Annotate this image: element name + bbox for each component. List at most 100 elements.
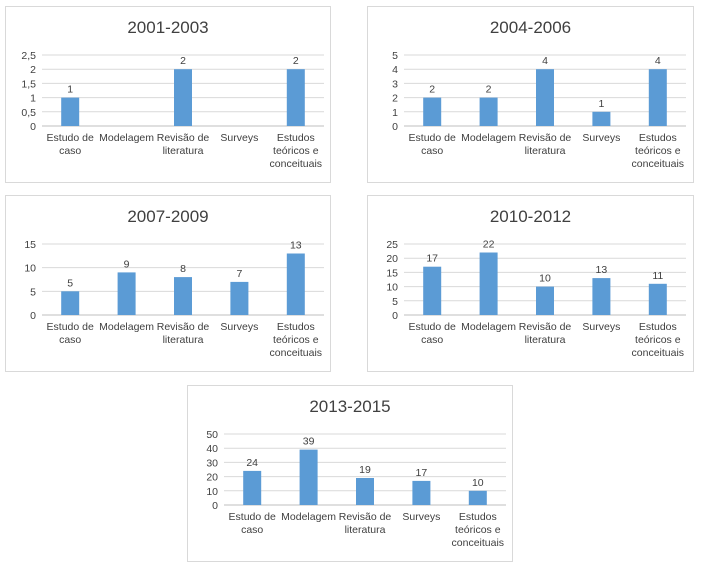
category-label-line: Modelagem <box>461 132 516 144</box>
bar <box>356 478 374 505</box>
bar <box>61 97 80 126</box>
category-label: Estudos teóricos e conceituais <box>270 321 323 359</box>
data-label: 2 <box>429 84 435 96</box>
category-label-line: literatura <box>163 334 204 346</box>
data-label: 39 <box>303 436 315 448</box>
category-label-line: Modelagem <box>281 511 336 523</box>
y-tick-label: 5 <box>392 50 398 62</box>
category-label: Estudos teóricos e conceituais <box>632 132 685 170</box>
bar-chart: 2007-2009 0 5 10 15 5 Estudo de caso 9 Modelagem 8… <box>24 207 324 359</box>
category-label: Estudo de caso <box>409 132 456 157</box>
bar-chart: 2001-2003 0 0,5 1 1,5 2 2,5 1 Estudo de caso Model… <box>21 18 324 170</box>
category-label-line: Estudos <box>277 321 315 333</box>
chart-panel-2010-2012: 2010-2012 0 5 10 15 20 25 17 Estudo de caso 22 Mode… <box>367 195 694 372</box>
y-tick-label: 0 <box>30 121 36 133</box>
category-label: Modelagem <box>281 511 336 523</box>
bar <box>286 253 305 315</box>
bar <box>174 277 192 315</box>
category-label-line: Estudos <box>639 321 677 333</box>
category-label-line: Estudos <box>277 132 315 144</box>
category-label-line: Surveys <box>220 132 258 144</box>
y-tick-label: 0 <box>30 310 36 322</box>
category-label: Revisão de literatura <box>157 132 210 157</box>
bar <box>299 449 318 505</box>
data-label: 22 <box>483 239 495 251</box>
y-tick-label: 30 <box>206 457 218 469</box>
bar <box>230 281 249 315</box>
category-label-line: Revisão de <box>157 321 210 333</box>
bar <box>648 283 667 315</box>
data-label: 19 <box>359 464 371 476</box>
chart-panel-2001-2003: 2001-2003 0 0,5 1 1,5 2 2,5 1 Estudo de caso Model… <box>5 6 331 183</box>
category-label-line: Surveys <box>582 132 620 144</box>
chart-panel-2004-2006: 2004-2006 0 1 2 3 4 5 2 Estudo de caso 2 Modelagem 4… <box>367 6 694 183</box>
bar <box>536 286 554 315</box>
bar <box>648 69 667 126</box>
category-label-line: Revisão de <box>157 132 210 144</box>
data-label: 4 <box>655 55 661 67</box>
category-label: Estudo de caso <box>229 511 276 536</box>
category-label: Modelagem <box>461 132 516 144</box>
category-label-line: Modelagem <box>99 132 154 144</box>
y-tick-label: 20 <box>206 472 218 484</box>
bar <box>479 97 498 126</box>
y-tick-label: 1 <box>392 107 398 119</box>
category-label-line: conceituais <box>452 537 505 549</box>
category-label-line: Estudos <box>459 511 497 523</box>
category-label-line: literatura <box>525 145 566 157</box>
data-label: 11 <box>652 270 663 282</box>
data-label: 13 <box>596 264 608 276</box>
category-label-line: conceituais <box>270 347 323 359</box>
bar-chart: 2004-2006 0 1 2 3 4 5 2 Estudo de caso 2 Modelagem 4… <box>392 18 686 170</box>
y-tick-label: 5 <box>392 296 398 308</box>
data-label: 2 <box>180 55 186 67</box>
category-label-line: teóricos e <box>635 334 681 346</box>
data-label: 2 <box>293 55 299 67</box>
y-tick-label: 3 <box>392 78 398 90</box>
category-label: Modelagem <box>99 321 154 333</box>
category-label-line: Modelagem <box>99 321 154 333</box>
y-tick-label: 50 <box>206 429 218 441</box>
bar <box>423 97 442 126</box>
data-label: 8 <box>180 263 186 275</box>
category-label-line: literatura <box>525 334 566 346</box>
y-tick-label: 10 <box>24 263 36 275</box>
category-label: Surveys <box>582 132 620 144</box>
data-label: 1 <box>67 84 73 96</box>
category-label: Surveys <box>220 132 258 144</box>
category-label: Estudo de caso <box>47 132 94 157</box>
category-label: Estudos teóricos e conceituais <box>452 511 505 549</box>
chart-title: 2010-2012 <box>490 207 571 226</box>
category-label: Estudos teóricos e conceituais <box>270 132 323 170</box>
bar <box>536 69 554 126</box>
category-label-line: Estudo de <box>409 321 456 333</box>
category-label-line: literatura <box>163 145 204 157</box>
bar <box>412 480 431 505</box>
category-label: Surveys <box>582 321 620 333</box>
category-label-line: caso <box>59 334 81 346</box>
category-label-line: literatura <box>345 524 386 536</box>
bar <box>423 266 442 315</box>
bar <box>117 272 136 315</box>
y-tick-label: 0 <box>392 310 398 322</box>
bar <box>243 470 262 505</box>
y-tick-label: 15 <box>24 239 36 251</box>
y-tick-label: 1,5 <box>21 78 36 90</box>
bar-chart: 2013-2015 0 10 20 30 40 50 24 Estudo de caso 39 Mod… <box>206 397 506 549</box>
data-label: 9 <box>124 258 130 270</box>
y-tick-label: 0 <box>392 121 398 133</box>
chart-panel-2007-2009: 2007-2009 0 5 10 15 5 Estudo de caso 9 Modelagem 8… <box>5 195 331 372</box>
data-label: 1 <box>598 98 604 110</box>
y-tick-label: 0 <box>212 500 218 512</box>
category-label-line: Estudo de <box>47 132 94 144</box>
category-label-line: caso <box>241 524 263 536</box>
category-label: Modelagem <box>461 321 516 333</box>
category-label-line: teóricos e <box>273 145 319 157</box>
chart-title: 2001-2003 <box>127 18 208 37</box>
y-tick-label: 40 <box>206 443 218 455</box>
y-tick-label: 2,5 <box>21 50 36 62</box>
bar <box>286 69 305 126</box>
category-label: Estudos teóricos e conceituais <box>632 321 685 359</box>
category-label-line: teóricos e <box>273 334 319 346</box>
category-label-line: conceituais <box>632 158 685 170</box>
